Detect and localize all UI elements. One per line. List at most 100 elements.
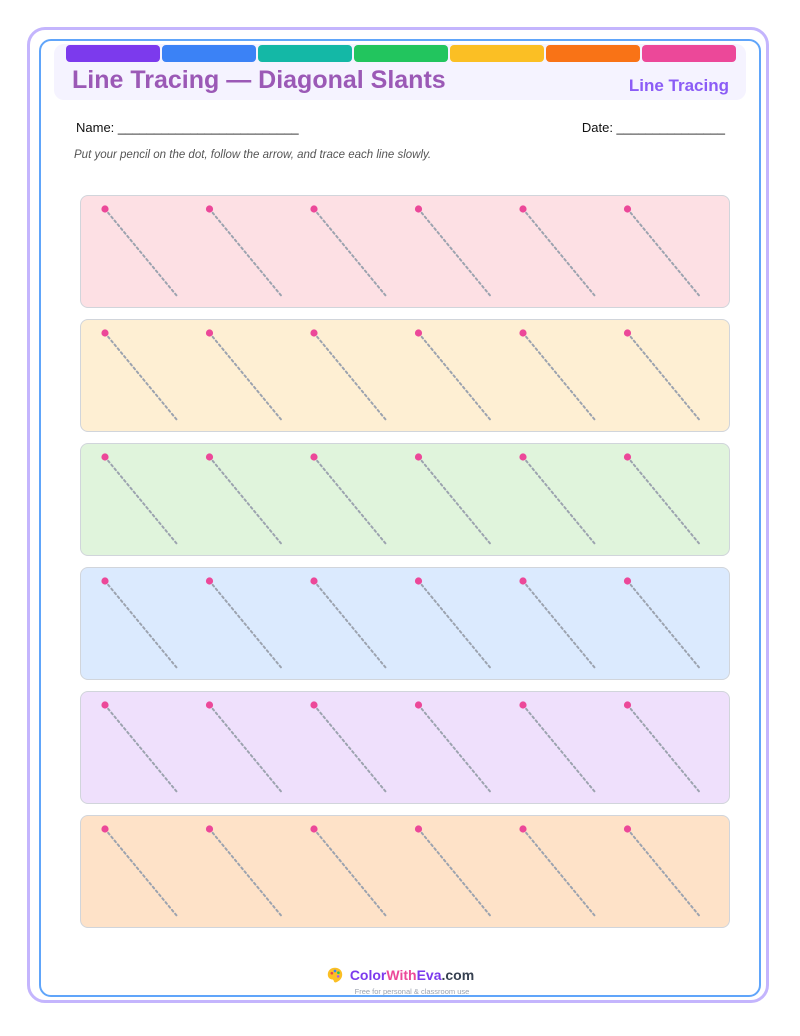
diagonal-trace-stroke[interactable] xyxy=(519,329,596,421)
diagonal-trace-stroke[interactable] xyxy=(414,825,492,917)
diagonal-trace-stroke[interactable] xyxy=(101,205,178,297)
diagonal-trace-stroke[interactable] xyxy=(414,577,492,669)
start-dot xyxy=(101,453,109,461)
start-dot xyxy=(623,701,632,709)
dotted-trace-line xyxy=(417,704,492,793)
footer-tagline: Free for personal & classroom use xyxy=(354,987,470,996)
start-dot xyxy=(310,453,318,461)
dotted-trace-line xyxy=(104,208,178,297)
tracing-row-strokes xyxy=(101,701,701,793)
start-dot xyxy=(519,205,527,213)
date-field[interactable]: Date: _______________ xyxy=(581,120,725,135)
diagonal-trace-stroke[interactable] xyxy=(310,825,387,917)
brand-part-color: Color xyxy=(349,967,387,983)
diagonal-trace-stroke[interactable] xyxy=(205,329,283,421)
dotted-trace-line xyxy=(104,580,178,669)
tracing-row xyxy=(80,567,730,680)
diagonal-trace-stroke[interactable] xyxy=(101,825,178,917)
diagonal-trace-stroke[interactable] xyxy=(623,329,701,421)
strip-segment xyxy=(162,45,256,62)
diagonal-trace-stroke[interactable] xyxy=(623,453,701,545)
start-dot xyxy=(414,205,423,213)
dotted-trace-line xyxy=(104,456,178,545)
start-dot xyxy=(310,329,318,337)
worksheet-title: Line Tracing — Diagonal Slants xyxy=(72,66,446,94)
dotted-trace-line xyxy=(313,580,387,669)
brand-part-domain: .com xyxy=(441,967,475,983)
diagonal-trace-stroke[interactable] xyxy=(623,577,701,669)
start-dot xyxy=(519,577,527,585)
start-dot xyxy=(414,577,423,585)
start-dot xyxy=(623,825,632,833)
diagonal-trace-stroke[interactable] xyxy=(310,329,387,421)
dotted-trace-line xyxy=(208,208,283,297)
tracing-row-strokes xyxy=(101,577,701,669)
brand-name[interactable]: ColorWithEva.com xyxy=(350,967,474,983)
topic-label: Line Tracing xyxy=(628,76,729,95)
diagonal-trace-stroke[interactable] xyxy=(519,825,596,917)
start-dot xyxy=(414,453,423,461)
diagonal-trace-stroke[interactable] xyxy=(101,329,178,421)
start-dot xyxy=(101,205,109,213)
tracing-row-strokes xyxy=(101,329,701,421)
strip-segment xyxy=(450,45,544,62)
diagonal-trace-stroke[interactable] xyxy=(205,205,283,297)
start-dot xyxy=(205,825,214,833)
tracing-row xyxy=(80,195,730,308)
instructions-text: Put your pencil on the dot, follow the a… xyxy=(74,149,432,161)
dotted-trace-line xyxy=(626,828,701,917)
dotted-trace-line xyxy=(208,456,283,545)
name-field[interactable]: Name: _________________________ xyxy=(76,120,299,135)
diagonal-trace-stroke[interactable] xyxy=(101,453,178,545)
tracing-row-strokes xyxy=(101,453,701,545)
diagonal-trace-stroke[interactable] xyxy=(310,453,387,545)
dotted-trace-line xyxy=(417,828,492,917)
diagonal-trace-stroke[interactable] xyxy=(519,701,596,793)
start-dot xyxy=(205,205,214,213)
start-dot xyxy=(101,701,109,709)
diagonal-trace-stroke[interactable] xyxy=(310,577,387,669)
outer-page-border xyxy=(27,27,769,1003)
diagonal-trace-stroke[interactable] xyxy=(414,453,492,545)
diagonal-trace-stroke[interactable] xyxy=(205,577,283,669)
diagonal-trace-stroke[interactable] xyxy=(519,205,596,297)
brand-part-with: With xyxy=(386,967,417,983)
tracing-row xyxy=(80,691,730,804)
dotted-trace-line xyxy=(104,828,178,917)
strip-segment xyxy=(66,45,160,62)
strip-segment xyxy=(258,45,352,62)
dotted-trace-line xyxy=(522,332,596,421)
start-dot xyxy=(414,701,423,709)
dotted-trace-line xyxy=(104,704,178,793)
dotted-trace-line xyxy=(417,456,492,545)
diagonal-trace-stroke[interactable] xyxy=(205,453,283,545)
diagonal-trace-stroke[interactable] xyxy=(205,701,283,793)
diagonal-trace-stroke[interactable] xyxy=(519,577,596,669)
diagonal-trace-stroke[interactable] xyxy=(414,701,492,793)
footer: ColorWithEva.com Free for personal & cla… xyxy=(0,966,800,996)
start-dot xyxy=(623,453,632,461)
dotted-trace-line xyxy=(208,704,283,793)
strip-segment xyxy=(546,45,640,62)
diagonal-trace-stroke[interactable] xyxy=(205,825,283,917)
dotted-trace-line xyxy=(522,704,596,793)
diagonal-trace-stroke[interactable] xyxy=(101,577,178,669)
diagonal-trace-stroke[interactable] xyxy=(623,701,701,793)
dotted-trace-line xyxy=(313,456,387,545)
diagonal-trace-stroke[interactable] xyxy=(623,205,701,297)
dotted-trace-line xyxy=(626,332,701,421)
diagonal-trace-stroke[interactable] xyxy=(414,329,492,421)
diagonal-trace-stroke[interactable] xyxy=(414,205,492,297)
dotted-trace-line xyxy=(626,580,701,669)
rainbow-color-strip xyxy=(66,45,736,62)
diagonal-trace-stroke[interactable] xyxy=(310,205,387,297)
diagonal-trace-stroke[interactable] xyxy=(310,701,387,793)
diagonal-trace-stroke[interactable] xyxy=(623,825,701,917)
dotted-trace-line xyxy=(417,208,492,297)
start-dot xyxy=(414,825,423,833)
start-dot xyxy=(101,825,109,833)
diagonal-trace-stroke[interactable] xyxy=(519,453,596,545)
diagonal-trace-stroke[interactable] xyxy=(101,701,178,793)
palette-icon xyxy=(327,967,343,983)
strip-segment xyxy=(354,45,448,62)
